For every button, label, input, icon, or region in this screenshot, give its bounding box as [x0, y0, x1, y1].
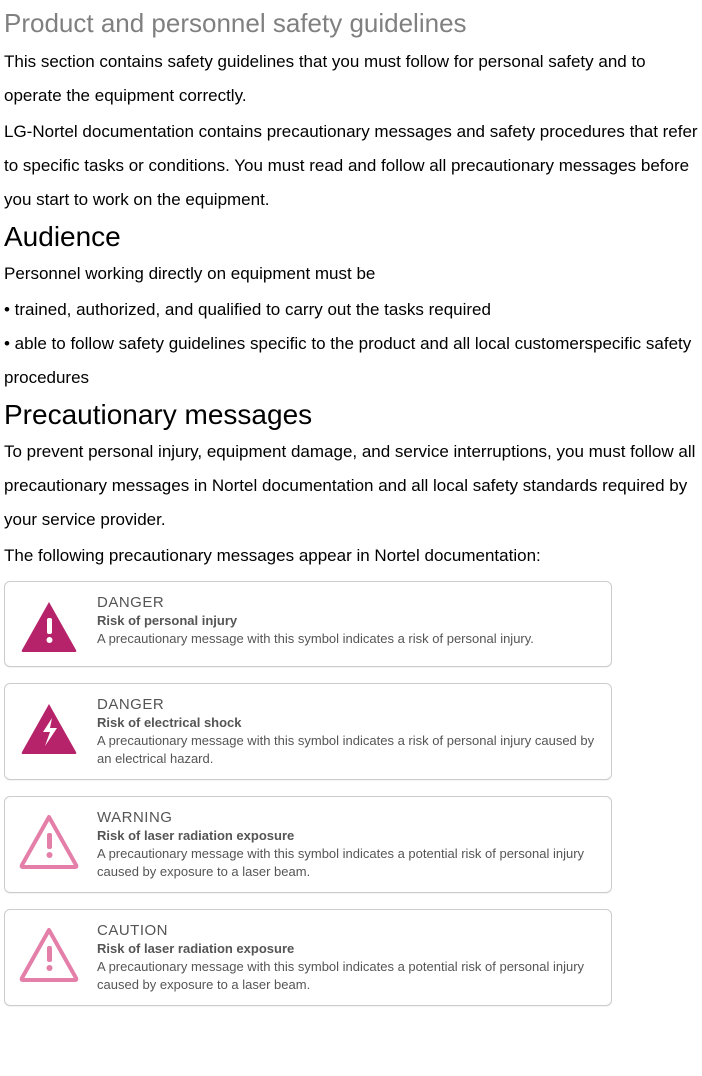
paragraph-2: LG-Nortel documentation contains precaut… — [4, 115, 698, 217]
warning-triangle-icon — [19, 600, 79, 654]
message-text-block: DANGER Risk of personal injury A precautio… — [97, 594, 597, 648]
heading-audience: Audience — [4, 221, 698, 253]
message-box: DANGER Risk of electrical shock A precauti… — [4, 683, 612, 780]
document-body: Product and personnel safety guidelines … — [4, 8, 698, 1006]
warning-triangle-icon — [19, 702, 79, 756]
bullet-1: • trained, authorized, and qualified to … — [4, 293, 698, 327]
paragraph-5: The following precautionary messages app… — [4, 539, 698, 573]
message-title: WARNING — [97, 809, 597, 826]
bullet-2: • able to follow safety guidelines speci… — [4, 327, 698, 395]
message-box: CAUTION Risk of laser radiation exposure A… — [4, 909, 612, 1006]
message-title: DANGER — [97, 594, 597, 611]
warning-triangle-icon — [19, 815, 79, 869]
message-description: A precautionary message with this symbol… — [97, 958, 597, 993]
message-box: WARNING Risk of laser radiation exposure A… — [4, 796, 612, 893]
message-text-block: DANGER Risk of electrical shock A precauti… — [97, 696, 597, 767]
heading-safety-guidelines: Product and personnel safety guidelines — [4, 8, 698, 39]
message-description: A precautionary message with this symbol… — [97, 732, 597, 767]
heading-precautionary: Precautionary messages — [4, 399, 698, 431]
message-boxes-container: DANGER Risk of personal injury A precautio… — [4, 581, 698, 1006]
message-subtitle: Risk of laser radiation exposure — [97, 828, 597, 843]
paragraph-4: To prevent personal injury, equipment da… — [4, 435, 698, 537]
message-text-block: CAUTION Risk of laser radiation exposure A… — [97, 922, 597, 993]
message-title: DANGER — [97, 696, 597, 713]
message-title: CAUTION — [97, 922, 597, 939]
message-subtitle: Risk of laser radiation exposure — [97, 941, 597, 956]
message-box: DANGER Risk of personal injury A precautio… — [4, 581, 612, 667]
paragraph-3: Personnel working directly on equipment … — [4, 257, 698, 291]
message-text-block: WARNING Risk of laser radiation exposure A… — [97, 809, 597, 880]
message-description: A precautionary message with this symbol… — [97, 845, 597, 880]
message-subtitle: Risk of personal injury — [97, 613, 597, 628]
message-subtitle: Risk of electrical shock — [97, 715, 597, 730]
warning-triangle-icon — [19, 928, 79, 982]
paragraph-1: This section contains safety guidelines … — [4, 45, 698, 113]
message-description: A precautionary message with this symbol… — [97, 630, 597, 648]
